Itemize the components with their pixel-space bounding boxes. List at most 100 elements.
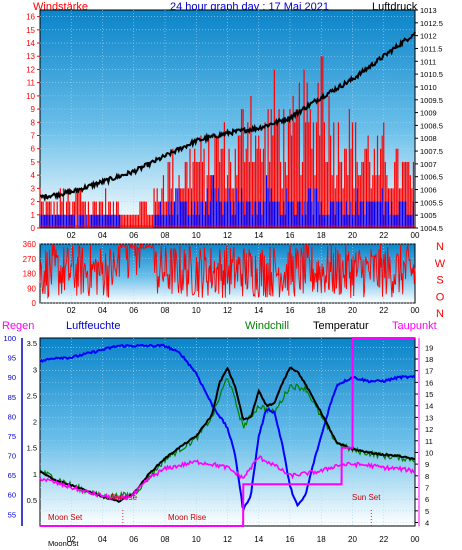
- humidity-y-tick-label: 75: [8, 432, 16, 441]
- pressure-y-tick-label: 1012.5: [420, 19, 443, 28]
- rain-y-tick-label: 1.5: [27, 444, 37, 453]
- direction-x-tick-label: 08: [161, 306, 170, 315]
- direction-y-tick-label: 360: [23, 240, 37, 249]
- temp-y-tick-label: 9: [425, 460, 429, 469]
- climate-x-tick-label: 00: [411, 535, 420, 544]
- wind-y-tick-label: 13: [26, 52, 35, 61]
- wind-y-tick-label: 1: [31, 211, 36, 220]
- temp-y-tick-label: 13: [425, 413, 433, 422]
- label-taupunkt: Taupunkt: [392, 320, 437, 332]
- direction-x-tick-label: 00: [411, 306, 420, 315]
- label-luftfeuchte: Luftfeuchte: [66, 320, 121, 332]
- pressure-y-tick-label: 1008: [420, 134, 437, 143]
- label-regen: Regen: [2, 320, 35, 332]
- direction-x-tick-label: 22: [379, 306, 388, 315]
- wind-x-tick-label: 10: [192, 231, 201, 240]
- temp-y-tick-label: 12: [425, 425, 433, 434]
- temp-y-tick-label: 14: [425, 402, 433, 411]
- wind-y-tick-label: 6: [31, 145, 36, 154]
- pressure-y-tick-label: 1012: [420, 32, 437, 41]
- direction-y-tick-label: 270: [23, 255, 37, 264]
- wind-x-tick-label: 04: [98, 231, 107, 240]
- climate-x-tick-label: 14: [254, 535, 263, 544]
- wind-y-tick-label: 0: [31, 224, 36, 233]
- rain-y-tick-label: 2: [33, 418, 37, 427]
- pressure-y-tick-label: 1010: [420, 83, 437, 92]
- dewpoint-line: [39, 455, 416, 501]
- direction-x-tick-label: 02: [67, 306, 76, 315]
- wind-x-tick-label: 12: [223, 231, 232, 240]
- humidity-y-tick-label: 60: [8, 491, 16, 500]
- pressure-y-tick-label: 1009.5: [420, 96, 443, 105]
- temp-y-tick-label: 5: [425, 507, 429, 516]
- direction-y-tick-label: 0: [32, 299, 37, 308]
- direction-x-tick-label: 16: [286, 306, 295, 315]
- direction-y-tick-label: 90: [27, 284, 36, 293]
- climate-x-tick-label: 22: [379, 535, 388, 544]
- climate-x-tick-label: 10: [192, 535, 201, 544]
- pressure-y-tick-label: 1009: [420, 109, 437, 118]
- direction-x-tick-label: 06: [129, 306, 138, 315]
- pressure-y-tick-label: 1011.5: [420, 44, 442, 53]
- data-series: Moon Set Sunrise Moon Rise Sun Set: [39, 31, 416, 527]
- wind-y-tick-label: 3: [31, 184, 36, 193]
- climate-x-tick-label: 06: [129, 535, 138, 544]
- climate-x-tick-label: 08: [161, 535, 170, 544]
- climate-x-tick-label: 12: [223, 535, 232, 544]
- wind-x-tick-label: 18: [317, 231, 326, 240]
- humidity-y-tick-label: 85: [8, 393, 16, 402]
- temp-y-tick-label: 4: [425, 518, 429, 527]
- direction-x-tick-label: 14: [254, 306, 263, 315]
- pressure-y-tick-label: 1005.5: [420, 198, 443, 207]
- climate-x-tick-label: 04: [98, 535, 107, 544]
- temp-y-tick-label: 8: [425, 472, 429, 481]
- pressure-y-tick-label: 1006: [420, 186, 437, 195]
- wind-x-tick-label: 14: [254, 231, 263, 240]
- compass-label: N: [436, 308, 444, 320]
- wind-y-tick-label: 2: [31, 198, 36, 207]
- temp-y-tick-label: 6: [425, 495, 429, 504]
- direction-y-tick-label: 180: [23, 270, 37, 279]
- axes: 0123456789101112131415161004.510051005.5…: [3, 6, 445, 548]
- wind-y-tick-label: 4: [31, 171, 36, 180]
- wind-y-tick-label: 10: [26, 92, 35, 101]
- wind-y-tick-label: 15: [26, 26, 35, 35]
- temp-y-tick-label: 11: [425, 437, 433, 446]
- rain-y-tick-label: 2.5: [27, 391, 37, 400]
- wind-y-tick-label: 5: [31, 158, 36, 167]
- direction-x-tick-label: 04: [98, 306, 107, 315]
- pressure-y-tick-label: 1010.5: [420, 70, 443, 79]
- temp-y-tick-label: 10: [425, 448, 433, 457]
- wind-y-tick-label: 14: [26, 39, 35, 48]
- humidity-y-tick-label: 55: [8, 510, 16, 519]
- temp-y-tick-label: 19: [425, 343, 433, 352]
- temp-y-tick-label: 7: [425, 483, 429, 492]
- climate-x-tick-label: 02: [67, 535, 76, 544]
- event-sunrise: Sunrise: [110, 493, 138, 502]
- pressure-y-tick-label: 1005: [420, 211, 437, 220]
- pressure-y-tick-label: 1008.5: [420, 121, 443, 130]
- pressure-y-tick-label: 1006.5: [420, 173, 443, 182]
- wind-x-tick-label: 06: [129, 231, 138, 240]
- wind-y-tick-label: 16: [26, 13, 35, 22]
- humidity-y-tick-label: 80: [8, 412, 16, 421]
- temp-y-tick-label: 16: [425, 378, 433, 387]
- wind-y-tick-label: 12: [26, 65, 35, 74]
- humidity-y-tick-label: 65: [8, 471, 16, 480]
- event-sun-set: Sun Set: [352, 493, 381, 502]
- compass-label: W: [435, 258, 446, 270]
- direction-x-tick-label: 20: [348, 306, 357, 315]
- rain-y-tick-label: 3.5: [27, 339, 37, 348]
- pressure-y-tick-label: 1011: [420, 57, 436, 66]
- humidity-y-tick-label: 70: [8, 452, 16, 461]
- wind-y-tick-label: 9: [31, 105, 36, 114]
- direction-x-tick-label: 10: [192, 306, 201, 315]
- event-moon-ost: MoonOst: [48, 539, 79, 548]
- direction-x-tick-label: 18: [317, 306, 326, 315]
- wind-x-tick-label: 20: [348, 231, 357, 240]
- wind-y-tick-label: 8: [31, 118, 36, 127]
- wind-x-tick-label: 22: [379, 231, 388, 240]
- climate-x-tick-label: 18: [317, 535, 326, 544]
- temp-y-tick-label: 18: [425, 355, 433, 364]
